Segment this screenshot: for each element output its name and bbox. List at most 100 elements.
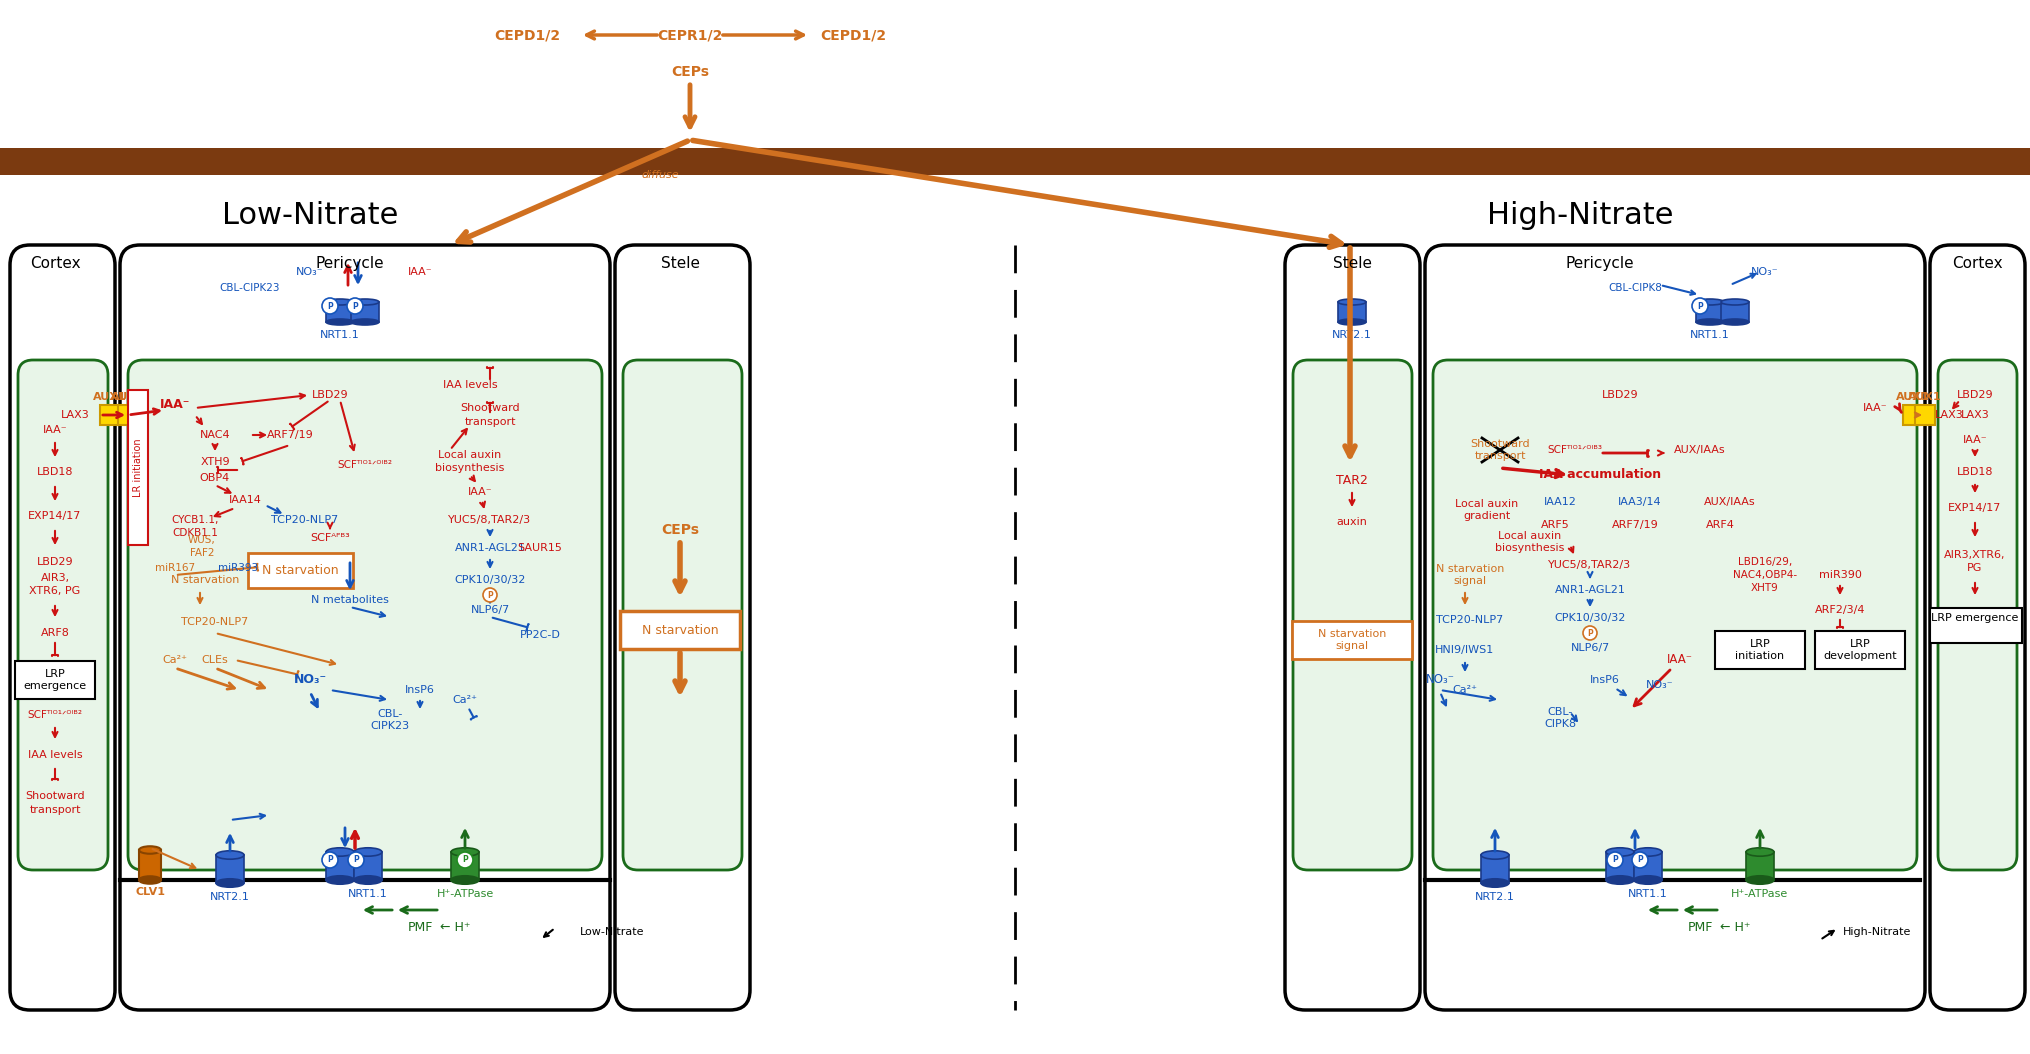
Text: IAA⁻: IAA⁻ — [160, 398, 191, 411]
Text: CEPD1/2: CEPD1/2 — [820, 28, 885, 42]
Text: ANR1-AGL21: ANR1-AGL21 — [455, 543, 526, 553]
Ellipse shape — [1480, 851, 1508, 859]
Text: IAA accumulation: IAA accumulation — [1539, 468, 1661, 482]
Text: AIR3,XTR6,: AIR3,XTR6, — [1943, 550, 2006, 560]
Text: PP2C-D: PP2C-D — [520, 630, 560, 640]
Text: CEPs: CEPs — [660, 523, 698, 536]
Ellipse shape — [327, 319, 353, 325]
Text: Ca²⁺: Ca²⁺ — [1451, 685, 1476, 695]
Ellipse shape — [215, 879, 244, 887]
Circle shape — [323, 852, 337, 868]
Text: SCFᵀᴵᴼ¹ᐟᴼᴵᴮ²: SCFᵀᴵᴼ¹ᐟᴼᴵᴮ² — [28, 710, 83, 720]
Text: InsP6: InsP6 — [404, 685, 434, 695]
Ellipse shape — [215, 851, 244, 859]
Text: CPK10/30/32: CPK10/30/32 — [455, 575, 526, 585]
Text: EXP14/17: EXP14/17 — [1947, 503, 2002, 513]
Text: IAA12: IAA12 — [1543, 497, 1575, 507]
FancyBboxPatch shape — [1293, 360, 1411, 870]
Ellipse shape — [327, 847, 353, 856]
Bar — [1480, 855, 1508, 883]
Text: AUX1: AUX1 — [1896, 392, 1928, 402]
FancyBboxPatch shape — [615, 245, 749, 1010]
Bar — [619, 611, 739, 649]
Text: NRT1.1: NRT1.1 — [347, 890, 388, 899]
Text: NRT1.1: NRT1.1 — [1628, 890, 1667, 899]
Text: Local auxin
biosynthesis: Local auxin biosynthesis — [1494, 531, 1563, 552]
FancyBboxPatch shape — [10, 245, 116, 1010]
Bar — [1695, 302, 1723, 323]
Text: ANR1-AGL21: ANR1-AGL21 — [1553, 585, 1624, 596]
Text: biosynthesis: biosynthesis — [434, 463, 503, 473]
FancyBboxPatch shape — [1285, 245, 1419, 1010]
Circle shape — [1581, 626, 1596, 640]
FancyBboxPatch shape — [18, 360, 108, 870]
Text: Low-Nitrate: Low-Nitrate — [221, 200, 398, 230]
Text: Shootward
transport: Shootward transport — [1470, 440, 1529, 461]
Bar — [1719, 302, 1748, 323]
FancyBboxPatch shape — [1937, 360, 2016, 870]
Bar — [138, 850, 160, 880]
Text: YUC5/8,TAR2/3: YUC5/8,TAR2/3 — [449, 515, 532, 525]
Ellipse shape — [1719, 319, 1748, 325]
Text: N metabolites: N metabolites — [311, 596, 390, 605]
Ellipse shape — [353, 847, 382, 856]
Text: IAA14: IAA14 — [229, 495, 262, 505]
Text: IAA3/14: IAA3/14 — [1618, 497, 1661, 507]
Circle shape — [483, 588, 497, 602]
Text: N starvation: N starvation — [262, 564, 339, 577]
Ellipse shape — [327, 876, 353, 884]
Text: N starvation: N starvation — [641, 624, 719, 637]
Text: NRT1.1: NRT1.1 — [1689, 330, 1730, 340]
Text: ARF8: ARF8 — [41, 628, 69, 638]
Ellipse shape — [1695, 319, 1723, 325]
Text: transport: transport — [465, 417, 516, 427]
Text: H⁺-ATPase: H⁺-ATPase — [436, 890, 493, 899]
Text: Shootward: Shootward — [461, 403, 520, 413]
Bar — [353, 852, 382, 880]
Text: NO₃⁻: NO₃⁻ — [1750, 267, 1778, 277]
Text: LBD16/29,: LBD16/29, — [1738, 557, 1790, 567]
Text: ARF7/19: ARF7/19 — [1612, 520, 1659, 530]
Circle shape — [457, 852, 473, 868]
Ellipse shape — [451, 847, 479, 856]
Ellipse shape — [1338, 319, 1366, 325]
Bar — [1338, 302, 1366, 323]
Text: P: P — [1612, 856, 1618, 864]
Text: N starvation
signal: N starvation signal — [1435, 564, 1504, 586]
Text: miR393: miR393 — [217, 563, 258, 573]
Text: CBL-CIPK8: CBL-CIPK8 — [1608, 284, 1661, 293]
Text: LRP
development: LRP development — [1823, 639, 1896, 661]
Text: TCP20-NLP7: TCP20-NLP7 — [272, 515, 339, 525]
Ellipse shape — [451, 876, 479, 884]
Text: Stele: Stele — [1332, 255, 1370, 271]
Ellipse shape — [138, 846, 160, 854]
Text: HNI9/IWS1: HNI9/IWS1 — [1435, 645, 1494, 655]
Ellipse shape — [1634, 847, 1661, 856]
Ellipse shape — [351, 319, 380, 325]
Circle shape — [347, 852, 363, 868]
Text: P: P — [463, 856, 467, 864]
Text: LAX3: LAX3 — [1935, 410, 1963, 419]
FancyBboxPatch shape — [1433, 360, 1916, 870]
Text: ARF4: ARF4 — [1705, 520, 1734, 530]
Circle shape — [1632, 852, 1646, 868]
Circle shape — [1691, 298, 1707, 314]
Text: InsP6: InsP6 — [1589, 675, 1620, 685]
Bar — [1914, 405, 1935, 425]
Text: TAR2: TAR2 — [1336, 473, 1368, 487]
Text: YUC5/8,TAR2/3: YUC5/8,TAR2/3 — [1547, 560, 1630, 570]
Text: IAA⁻: IAA⁻ — [1961, 435, 1985, 445]
Text: NO₃⁻: NO₃⁻ — [296, 267, 323, 277]
Text: NRT2.1: NRT2.1 — [1332, 330, 1370, 340]
Text: P: P — [327, 301, 333, 311]
Text: TCP20-NLP7: TCP20-NLP7 — [1435, 614, 1502, 625]
Text: CEPD1/2: CEPD1/2 — [493, 28, 560, 42]
Text: EXP14/17: EXP14/17 — [28, 511, 81, 521]
Ellipse shape — [1338, 299, 1366, 305]
Text: LBD29: LBD29 — [1602, 390, 1638, 401]
Bar — [1606, 852, 1634, 880]
Text: AUX1: AUX1 — [93, 392, 126, 402]
Text: Cortex: Cortex — [30, 255, 81, 271]
FancyBboxPatch shape — [1928, 245, 2024, 1010]
Text: Ca²⁺: Ca²⁺ — [162, 655, 187, 665]
